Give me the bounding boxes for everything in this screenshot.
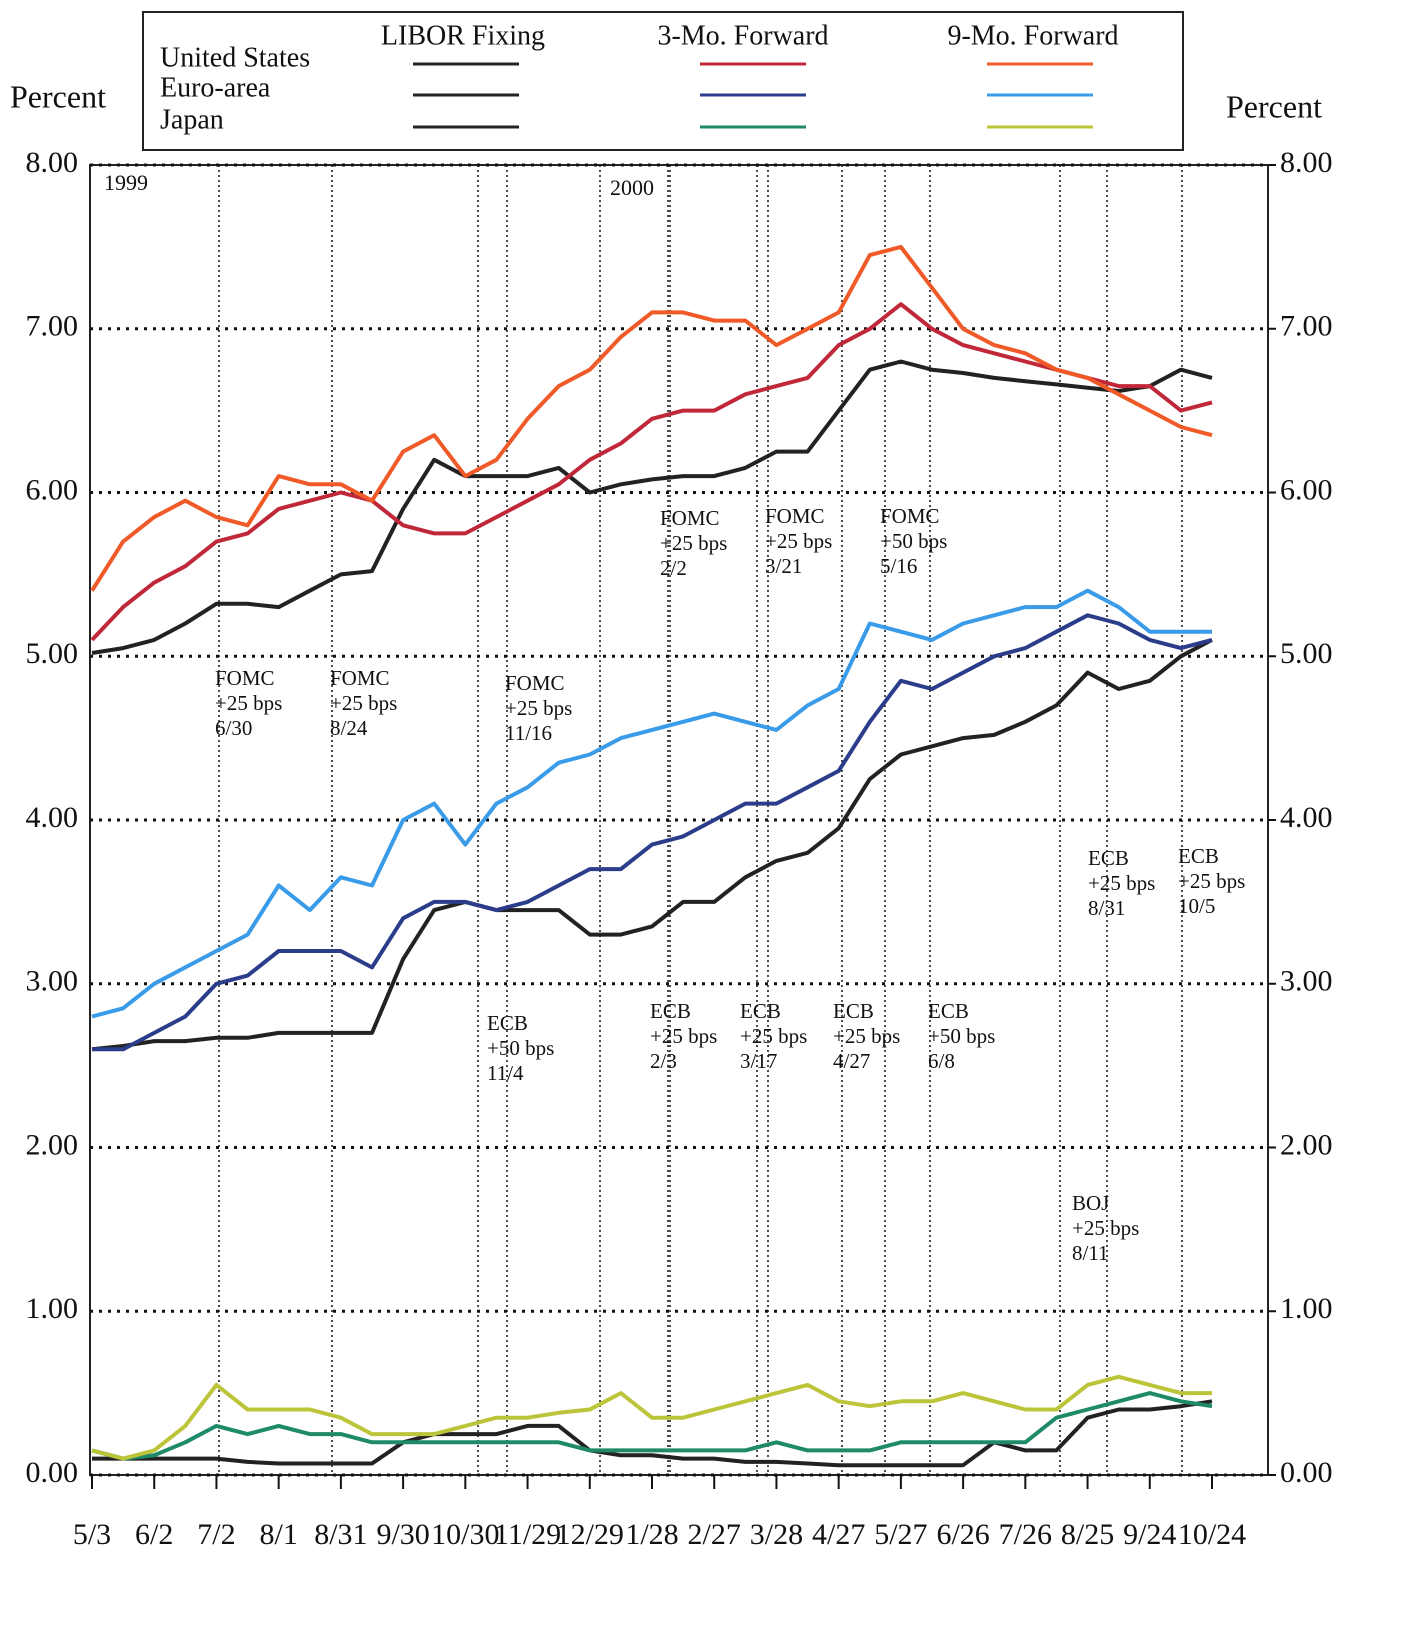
event-label: 4/27 [833,1049,870,1073]
event-label: FOMC [505,671,565,695]
event-label: FOMC [660,506,720,530]
y-tick-label: 1.00 [26,1292,79,1325]
y2-tick-label: 7.00 [1280,310,1333,343]
event-label: 3/21 [765,554,802,578]
event-label: +25 bps [660,531,727,555]
y2-tick-label: 4.00 [1280,801,1333,834]
y2-tick-label: 8.00 [1280,146,1333,179]
event-label: 2/2 [660,556,687,580]
event-label: +25 bps [1072,1216,1139,1240]
y-tick-label: 2.00 [26,1128,79,1161]
y-tick-label: 8.00 [26,146,79,179]
event-label: 10/5 [1178,894,1215,918]
x-tick-label: 10/30 [431,1518,499,1551]
event-label: FOMC [215,666,275,690]
x-tick-label: 8/1 [259,1518,297,1551]
event-label: 6/30 [215,716,252,740]
x-tick-label: 9/30 [376,1518,429,1551]
event-label: 2/3 [650,1049,677,1073]
event-label: 3/17 [740,1049,777,1073]
series-line [91,638,1213,1052]
y2-tick-label: 1.00 [1280,1292,1333,1325]
legend-column-header: 3-Mo. Forward [657,20,828,51]
y2-tick-label: 3.00 [1280,965,1333,998]
x-tick-label: 5/3 [73,1518,111,1551]
year-label: 1999 [104,170,148,195]
x-tick-label: 6/2 [135,1518,173,1551]
event-label: ECB [1088,846,1129,870]
series-line [91,359,1213,655]
y2-tick-label: 5.00 [1280,637,1333,670]
legend-column-header: 9-Mo. Forward [947,20,1118,51]
y-tick-label: 4.00 [26,801,79,834]
event-label: 8/11 [1072,1241,1109,1265]
event-label: ECB [833,999,874,1023]
event-label: 5/16 [880,554,917,578]
event-label: +50 bps [487,1036,554,1060]
event-label: 6/8 [928,1049,955,1073]
x-tick-label: 1/28 [625,1518,678,1551]
x-tick-label: 8/25 [1061,1518,1114,1551]
y-tick-label: 3.00 [26,965,79,998]
x-tick-label: 10/24 [1178,1518,1246,1551]
y2-tick-label: 6.00 [1280,473,1333,506]
series-line [92,1399,1213,1468]
event-label: ECB [1178,844,1219,868]
x-tick-label: 2/27 [688,1518,741,1551]
year-label: 2000 [610,175,654,200]
y-tick-label: 0.00 [26,1456,79,1489]
event-label: BOJ [1072,1191,1109,1215]
event-label: +25 bps [833,1024,900,1048]
event-label: +25 bps [1178,869,1245,893]
x-tick-label: 9/24 [1123,1518,1176,1551]
y2-axis-label: Percent [1226,88,1322,124]
x-tick-label: 12/29 [556,1518,624,1551]
event-label: 8/31 [1088,896,1125,920]
event-label: +25 bps [650,1024,717,1048]
event-label: +25 bps [505,696,572,720]
event-label: +25 bps [215,691,282,715]
y-tick-label: 5.00 [26,637,79,670]
x-tick-label: 4/27 [812,1518,865,1551]
event-label: ECB [487,1011,528,1035]
y-tick-label: 7.00 [26,310,79,343]
event-label: +25 bps [765,529,832,553]
series-line [92,613,1213,1052]
legend-column-header: LIBOR Fixing [381,20,545,51]
legend-row-label: Euro-area [160,72,271,103]
event-label: ECB [650,999,691,1023]
x-tick-label: 7/26 [999,1518,1052,1551]
x-tick-label: 7/2 [197,1518,235,1551]
series-line [90,302,1213,642]
x-tick-label: 6/26 [936,1518,989,1551]
series-line [90,244,1213,592]
event-label: 11/16 [505,721,552,745]
event-label: ECB [928,999,969,1023]
event-label: ECB [740,999,781,1023]
event-label: 8/24 [330,716,368,740]
y2-tick-label: 2.00 [1280,1128,1333,1161]
event-label: 11/4 [487,1061,524,1085]
y-axis-label: Percent [10,78,106,114]
legend-box [142,11,1184,151]
y2-tick-label: 0.00 [1280,1456,1333,1489]
event-label: +25 bps [740,1024,807,1048]
x-tick-label: 11/29 [494,1518,561,1551]
legend-row-label: United States [160,42,310,73]
event-label: FOMC [330,666,390,690]
event-label: +25 bps [1088,871,1155,895]
x-tick-label: 8/31 [314,1518,367,1551]
x-tick-label: 5/27 [874,1518,927,1551]
y-tick-label: 6.00 [26,473,79,506]
event-label: +25 bps [330,691,397,715]
event-label: FOMC [765,504,825,528]
event-label: +50 bps [928,1024,995,1048]
event-label: +50 bps [880,529,947,553]
x-tick-label: 3/28 [750,1518,803,1551]
series-line [91,1374,1212,1461]
series-line [91,588,1212,1019]
legend-row-label: Japan [160,104,224,135]
series-line [91,1391,1213,1461]
